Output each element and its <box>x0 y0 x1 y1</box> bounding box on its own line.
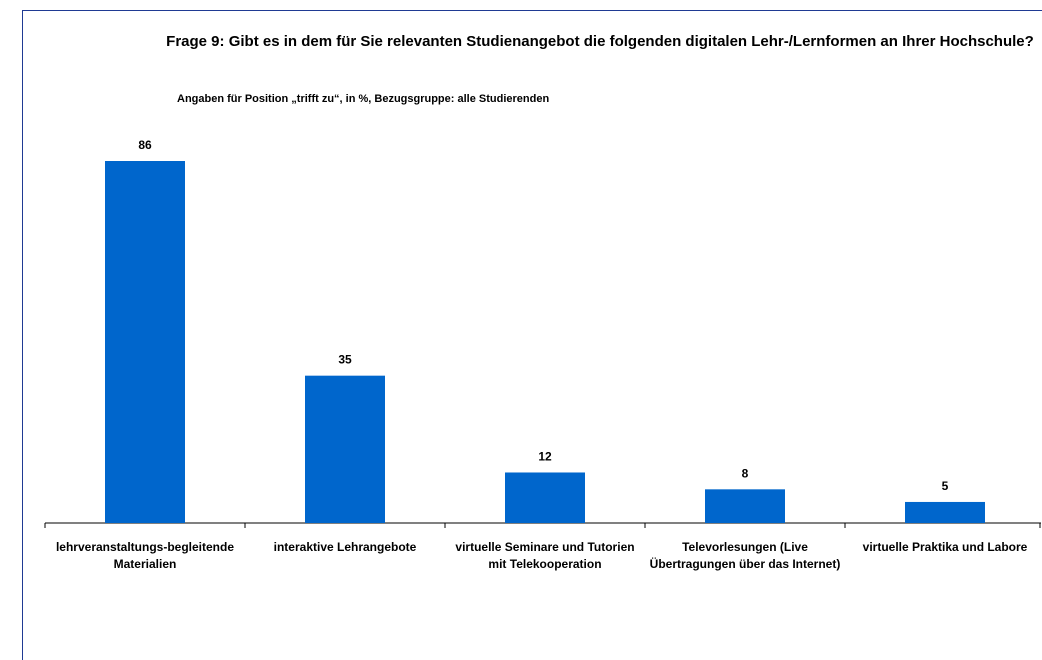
chart-title: Frage 9: Gibt es in dem für Sie relevant… <box>166 33 1034 50</box>
x-tick-label: Televorlesungen (Live Übertragungen über… <box>649 540 841 571</box>
bar <box>305 375 385 523</box>
x-tick-label: virtuelle Praktika und Labore <box>862 540 1028 554</box>
x-tick-label: lehrveranstaltungs-begleitende Materiali… <box>55 540 235 571</box>
chart-subtitle: Angaben für Position „trifft zu“, in %, … <box>177 93 550 105</box>
data-label: 86 <box>138 138 152 152</box>
frame <box>22 10 1042 660</box>
bar <box>705 489 785 523</box>
data-label: 8 <box>742 466 749 480</box>
bar <box>105 161 185 523</box>
x-tick-label: virtuelle Seminare und Tutorien mit Tele… <box>455 540 635 571</box>
data-label: 12 <box>538 449 552 463</box>
data-label: 35 <box>338 353 352 367</box>
data-label: 5 <box>942 479 949 493</box>
bar <box>505 472 585 523</box>
x-tick-label: interaktive Lehrangebote <box>273 540 417 554</box>
bar <box>905 501 985 523</box>
